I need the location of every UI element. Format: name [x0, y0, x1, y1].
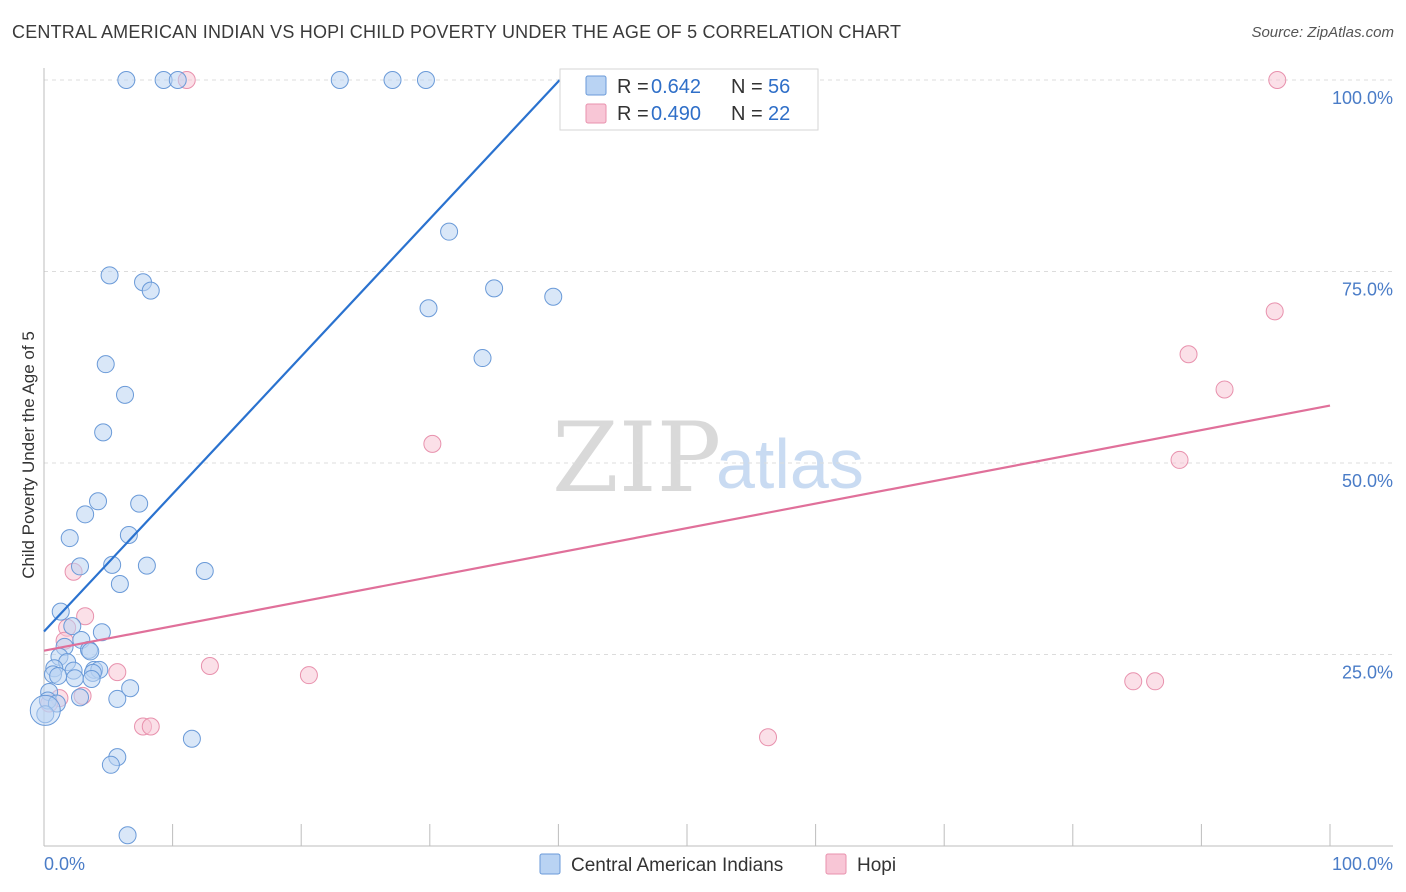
stats-legend-n-label-blue: N = [731, 76, 763, 98]
axes [43, 68, 1393, 847]
central-american-point-53 [101, 755, 120, 774]
hopi-point-12 [108, 663, 127, 682]
central-american-point-22 [71, 557, 90, 576]
central-american-point-42 [49, 666, 68, 685]
central-american-trendline [43, 79, 561, 633]
watermark: ZIP atlas [552, 402, 864, 514]
y-tick-label-1: 75.0% [1342, 280, 1393, 300]
x-tick-label-min: 0.0% [44, 854, 85, 874]
stats-legend-swatch-pink [585, 103, 607, 124]
central-american-point-45 [121, 679, 140, 698]
series-legend-label-blue: Central American Indians [571, 855, 783, 876]
central-american-point-43 [65, 669, 84, 688]
watermark-atlas: atlas [716, 425, 864, 503]
hopi-point-13 [299, 666, 318, 685]
hopi-point-2 [1265, 302, 1284, 321]
chart-title: CENTRAL AMERICAN INDIAN VS HOPI CHILD PO… [12, 22, 902, 42]
central-american-point-47 [71, 688, 90, 707]
central-american-point-20 [119, 526, 138, 545]
central-american-point-27 [51, 602, 70, 621]
central-american-point-21 [60, 529, 79, 548]
hopi-point-1 [1268, 71, 1287, 89]
central-american-point-24 [137, 556, 156, 575]
central-american-point-4 [383, 71, 402, 89]
central-american-point-54 [118, 826, 137, 845]
series-legend-swatch-blue [539, 853, 561, 875]
central-american-point-5 [416, 71, 435, 89]
trendlines [43, 79, 1331, 652]
y-axis-label: Child Poverty Under the Age of 5 [19, 331, 38, 579]
central-american-point-29 [92, 623, 111, 642]
central-american-point-6 [440, 222, 459, 241]
central-american-point-17 [89, 492, 108, 511]
stats-legend: R = 0.642 N = 56 R = 0.490 N = 22 [559, 68, 819, 131]
hopi-trendline [43, 404, 1331, 652]
hopi-point-5 [423, 434, 442, 453]
central-american-point-44 [82, 670, 101, 689]
hopi-point-20 [1124, 672, 1143, 691]
stats-legend-r-label-pink: R = [617, 103, 649, 125]
central-american-point-19 [76, 505, 95, 524]
stats-legend-n-label-pink: N = [731, 103, 763, 125]
series-legend-label-pink: Hopi [857, 855, 896, 876]
central-american-point-48 [108, 689, 127, 708]
central-american-point-9 [141, 281, 160, 300]
watermark-zip: ZIP [552, 402, 721, 514]
series-legend-swatch-pink [825, 853, 847, 875]
y-tick-labels: 100.0% 75.0% 50.0% 25.0% [1332, 88, 1393, 683]
stats-legend-n-value-pink: 22 [768, 103, 790, 125]
central-american-point-3 [330, 71, 349, 89]
stats-legend-r-value-blue: 0.642 [651, 76, 701, 98]
hopi-point-21 [1146, 672, 1165, 691]
hopi-point-6 [1170, 450, 1189, 469]
central-american-point-7 [100, 266, 119, 285]
central-american-point-2 [168, 71, 187, 89]
central-american-point-11 [544, 287, 563, 306]
central-american-point-0 [117, 71, 136, 89]
central-american-point-12 [419, 299, 438, 318]
hopi-point-8 [76, 607, 95, 626]
central-american-point-18 [130, 494, 149, 513]
hopi-point-3 [1179, 345, 1198, 364]
central-american-point-14 [96, 355, 115, 374]
central-american-point-15 [116, 385, 135, 404]
y-tick-label-0: 100.0% [1332, 88, 1393, 108]
central-american-point-10 [485, 279, 504, 298]
y-tick-label-3: 25.0% [1342, 663, 1393, 683]
central-american-point-28 [63, 617, 82, 636]
central-american-indians-points [29, 71, 563, 845]
series-legend: Central American Indians Hopi [539, 853, 896, 876]
central-american-point-16 [94, 423, 113, 442]
hopi-point-4 [1215, 380, 1234, 399]
gridlines [44, 79, 1393, 655]
central-american-cluster-point [29, 694, 61, 726]
central-american-point-13 [473, 349, 492, 368]
central-american-point-33 [81, 642, 100, 661]
central-american-point-51 [182, 729, 201, 748]
hopi-point-18 [141, 717, 160, 736]
source-label: Source: ZipAtlas.com [1251, 24, 1394, 41]
hopi-point-11 [200, 656, 219, 675]
x-tick-labels: 0.0% 100.0% [44, 854, 1393, 874]
stats-legend-swatch-blue [585, 75, 607, 96]
y-tick-label-2: 50.0% [1342, 471, 1393, 491]
stats-legend-r-label-blue: R = [617, 76, 649, 98]
central-american-point-25 [195, 562, 214, 581]
stats-legend-r-value-pink: 0.490 [651, 103, 701, 125]
stats-legend-n-value-blue: 56 [768, 76, 790, 98]
hopi-point-19 [759, 728, 778, 747]
central-american-point-26 [110, 575, 129, 594]
central-american-point-23 [103, 555, 122, 574]
x-tick-label-max: 100.0% [1332, 854, 1393, 874]
